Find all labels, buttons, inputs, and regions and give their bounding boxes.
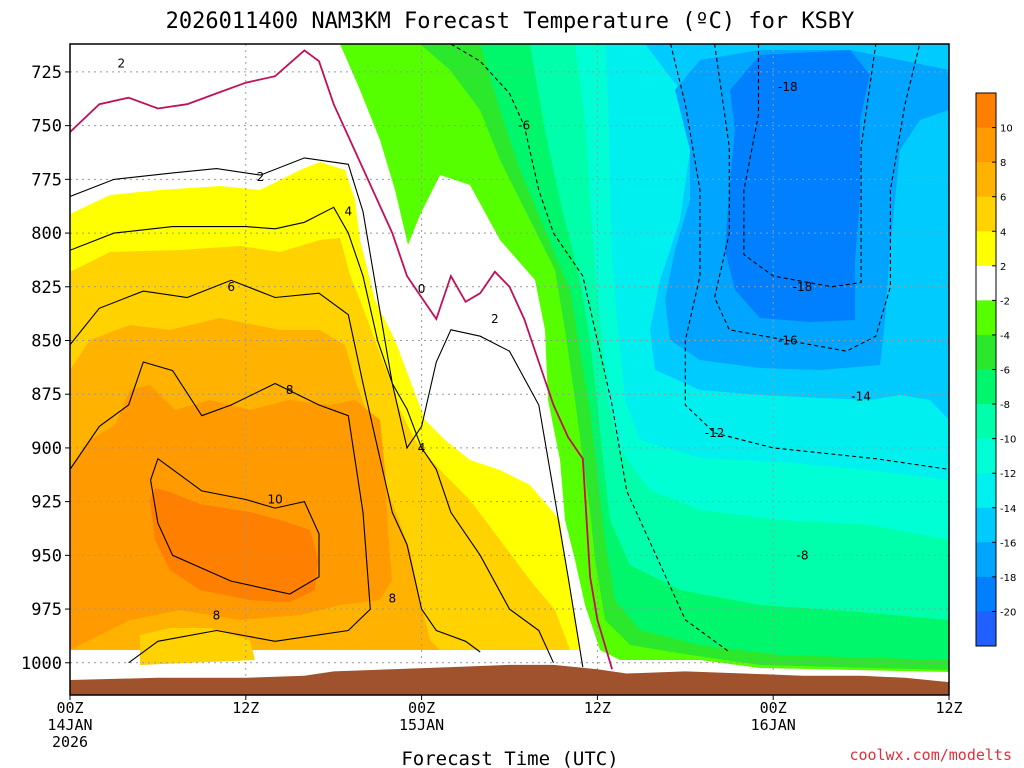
contour-line [150,457,320,595]
y-tick-label: 725 [31,63,62,83]
y-axis: 725 750 775 800 825 850 875 900 925 950 975 1000 [21,63,70,674]
colorbar-swatch [976,438,996,474]
contour-label: 10 [267,492,282,506]
colorbar-swatch [976,196,996,232]
x-tick-label: 15JAN [399,716,444,734]
plot-frame [69,43,950,696]
temperature-fill-regions [70,44,949,672]
contour-labels: 2 -6 -18 2 4 6 0 2 -18 -16 8 -14 -12 4 10 -8 8 8 [117,56,870,622]
contour-label: -6 [518,119,530,133]
colorbar-swatch [976,127,996,163]
colorbar-label: -18 [1000,573,1016,584]
plot-area: 2 -6 -18 2 4 6 0 2 -18 -16 8 -14 -12 4 10 -8 8 8 [70,44,949,695]
x-tick-label: 12Z [935,699,962,717]
colorbar-label: -14 [1000,504,1016,515]
colorbar-label: -6 [1000,366,1010,377]
terrain-ground [70,664,949,695]
chart-title: 2026011400 NAM3KM Forecast Temperature (… [166,9,855,34]
colorbar-label: 10 [1000,124,1013,135]
x-tick-label: 00Z [760,699,787,717]
colorbar-label: -4 [1000,331,1010,342]
y-tick-label: 900 [31,439,62,459]
y-tick-label: 825 [31,278,62,298]
contour-label: 4 [418,441,426,455]
y-tick-label: 875 [31,385,62,405]
fill-minus18 [725,50,870,322]
colorbar-swatch [976,507,996,543]
x-tick-label: 16JAN [751,716,796,734]
contour-label: 6 [227,280,235,294]
colorbar-label: -20 [1000,607,1016,618]
contour-label: -18 [793,280,813,294]
contour-line [70,157,584,668]
colorbar-label: -12 [1000,469,1016,480]
colorbar-label: 2 [1000,262,1006,273]
y-tick-label: 925 [31,493,62,513]
colorbar-swatch [976,300,996,336]
contour-label: 2 [257,170,265,184]
y-tick-label: 850 [31,331,62,351]
contour-label: 2 [117,56,125,70]
y-tick-label: 950 [31,546,62,566]
credit-link[interactable]: coolwx.com/modelts [849,746,1012,764]
colorbar-swatch [976,162,996,198]
y-tick-label: 1000 [21,654,62,674]
colorbar-swatch [976,611,996,647]
colorbar-swatch [976,404,996,440]
contour-label: -12 [705,426,725,440]
contour-label: -8 [797,548,809,562]
contour-label: 8 [286,383,294,397]
colorbar-label: -8 [1000,400,1010,411]
contour-label: -16 [778,333,798,347]
fill-10 [150,488,318,602]
colorbar: 10 8 6 4 2 -2 -4 -6 -8 -10 -12 -14 -16 -18 -20 [975,92,1016,647]
x-tick-label: 14JAN [47,716,92,734]
contour-line [70,361,371,664]
contour-line [70,49,613,670]
fill-pocket [140,628,255,665]
y-tick-label: 775 [31,170,62,190]
contour-label: 0 [418,282,426,296]
colorbar-label: -2 [1000,296,1010,307]
contour-label: -14 [851,389,871,403]
x-tick-label: 00Z [56,699,83,717]
contour-label: 2 [491,312,499,326]
contour-line [670,44,949,470]
contour-line [70,206,555,664]
contour-line [70,279,481,653]
x-tick-label: 2026 [52,733,88,751]
contour-label: 8 [213,609,221,623]
colorbar-swatch [976,93,996,129]
colorbar-label: 8 [1000,158,1006,169]
colorbar-swatch [976,542,996,578]
colorbar-label: -16 [1000,538,1016,549]
contour-lines [70,44,949,670]
y-tick-label: 975 [31,600,62,620]
colorbar-swatch [976,473,996,509]
colorbar-swatch [976,231,996,267]
colorbar-label: -10 [1000,435,1016,446]
x-tick-label: 12Z [232,699,259,717]
x-axis-label: Forecast Time (UTC) [401,748,618,768]
colorbar-swatch [976,265,996,301]
y-tick-label: 750 [31,117,62,137]
contour-label: 8 [388,591,396,605]
contour-line [450,44,730,653]
contour-label: 4 [345,205,353,219]
colorbar-label: 4 [1000,227,1006,238]
y-tick-label: 800 [31,224,62,244]
colorbar-swatch [976,334,996,370]
colorbar-swatch [976,369,996,405]
x-tick-label: 12Z [584,699,611,717]
contour-label: -18 [778,80,798,94]
colorbar-swatch [976,576,996,612]
x-tick-label: 00Z [408,699,435,717]
colorbar-label: 6 [1000,193,1006,204]
contour-line [714,44,921,352]
